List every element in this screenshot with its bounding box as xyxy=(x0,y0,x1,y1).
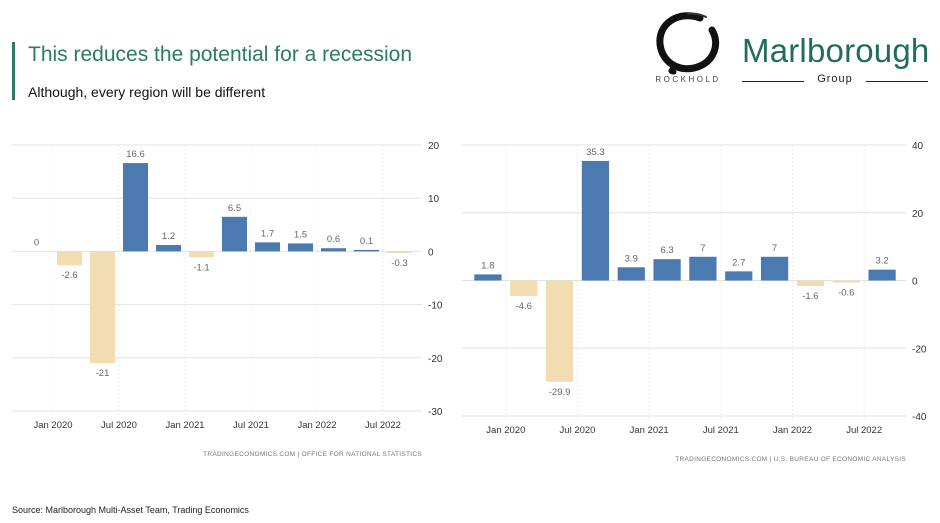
marlborough-logo-text: Marlborough xyxy=(742,32,930,69)
y-tick-label: -20 xyxy=(428,354,443,365)
data-label: 7 xyxy=(772,243,777,254)
bar-positive xyxy=(617,267,645,281)
y-tick-label: 20 xyxy=(428,141,440,152)
uk-gdp-chart: 20 10 0 -10 -20 -30 Jan 2020 Jul 2020 Jan 2021 Ju… xyxy=(12,141,443,458)
us-gdp-chart: 40 20 0 -20 -40 Jan 2020 Jul 2020 Jan 2021 Jul 2… xyxy=(462,141,927,463)
bar-positive xyxy=(287,243,314,252)
y-tick-label: 10 xyxy=(428,194,440,205)
x-tick-label: Jan 2020 xyxy=(486,425,525,436)
bar-positive xyxy=(653,259,681,281)
data-label: 0 xyxy=(34,237,39,248)
data-label: 6.3 xyxy=(660,245,673,256)
data-label: 0.6 xyxy=(327,234,340,245)
bar-negative xyxy=(188,251,215,258)
data-label: 1.2 xyxy=(162,231,175,242)
y-tick-label: 40 xyxy=(912,141,924,152)
title-accent-bar xyxy=(12,42,15,100)
page-title: This reduces the potential for a recessi… xyxy=(28,43,413,66)
logo-divider-right xyxy=(866,81,928,82)
data-label: 35.3 xyxy=(586,147,605,158)
data-label: 1.5 xyxy=(294,229,307,240)
y-tick-label: 0 xyxy=(428,247,434,258)
data-label: 0.1 xyxy=(360,236,373,247)
bar-positive xyxy=(689,256,717,281)
x-tick-label: Jul 2021 xyxy=(703,425,739,436)
bar-negative xyxy=(89,251,116,364)
x-tick-label: Jul 2022 xyxy=(846,425,882,436)
bar-negative xyxy=(796,280,825,286)
data-label: 6.5 xyxy=(228,203,241,214)
bar-negative xyxy=(386,251,413,253)
marlborough-group-label: Group xyxy=(742,73,928,89)
y-tick-label: -10 xyxy=(428,301,443,312)
rockhold-logo-icon xyxy=(656,12,719,75)
data-label: 3.9 xyxy=(625,253,638,264)
y-tick-label: -20 xyxy=(912,344,927,355)
data-label: -0.6 xyxy=(838,288,854,299)
rockhold-logo-text: ROCKHOLD xyxy=(655,75,721,84)
bar-positive xyxy=(868,269,896,281)
data-label: -2.6 xyxy=(61,270,77,281)
bar-positive xyxy=(725,271,753,281)
bar-positive xyxy=(581,160,610,281)
y-tick-label: 20 xyxy=(912,209,924,220)
data-label: -1.1 xyxy=(193,262,209,273)
x-tick-label: Jan 2020 xyxy=(33,420,72,431)
logo-divider-left xyxy=(742,81,804,82)
bar-negative xyxy=(832,280,860,283)
data-label: 16.6 xyxy=(126,149,145,160)
bar-positive xyxy=(474,274,502,281)
bar-positive xyxy=(221,216,248,252)
data-label: -0.3 xyxy=(391,258,407,269)
data-label: -1.6 xyxy=(802,291,818,302)
data-label: 7 xyxy=(700,243,705,254)
bar-positive xyxy=(320,248,347,252)
x-tick-label: Jul 2021 xyxy=(233,420,269,431)
x-tick-label: Jan 2022 xyxy=(297,420,336,431)
source-note: Source: Marlborough Multi-Asset Team, Tr… xyxy=(12,505,249,515)
data-label: -29.9 xyxy=(549,387,571,398)
bar-positive xyxy=(353,249,380,252)
chart-credit: TRADINGECONOMICS.COM | U.S. BUREAU OF EC… xyxy=(675,456,906,463)
marlborough-group-text: Group xyxy=(817,73,853,85)
bar-positive xyxy=(122,163,149,252)
x-tick-label: Jan 2021 xyxy=(630,425,669,436)
x-tick-label: Jul 2022 xyxy=(365,420,401,431)
x-tick-label: Jan 2021 xyxy=(165,420,204,431)
data-label: -4.6 xyxy=(516,301,532,312)
chart-credit: TRADINGECONOMICS.COM | OFFICE FOR NATION… xyxy=(203,451,422,458)
page-subtitle: Although, every region will be different xyxy=(28,84,266,100)
x-tick-label: Jul 2020 xyxy=(560,425,596,436)
bar-negative xyxy=(510,280,538,297)
data-label: 1.8 xyxy=(481,260,494,271)
x-tick-label: Jul 2020 xyxy=(101,420,137,431)
y-tick-label: 0 xyxy=(912,277,918,288)
data-label: 1.7 xyxy=(261,228,274,239)
bar-positive xyxy=(760,256,789,281)
data-label: -21 xyxy=(96,368,110,379)
data-label: 3.2 xyxy=(875,256,888,267)
bar-negative xyxy=(545,280,574,382)
data-label: 2.7 xyxy=(732,257,745,268)
x-tick-label: Jan 2022 xyxy=(773,425,812,436)
y-tick-label: -40 xyxy=(912,412,927,423)
bar-negative xyxy=(56,251,83,266)
y-tick-label: -30 xyxy=(428,407,443,418)
bar-positive xyxy=(155,245,182,252)
bar-positive xyxy=(254,242,281,252)
